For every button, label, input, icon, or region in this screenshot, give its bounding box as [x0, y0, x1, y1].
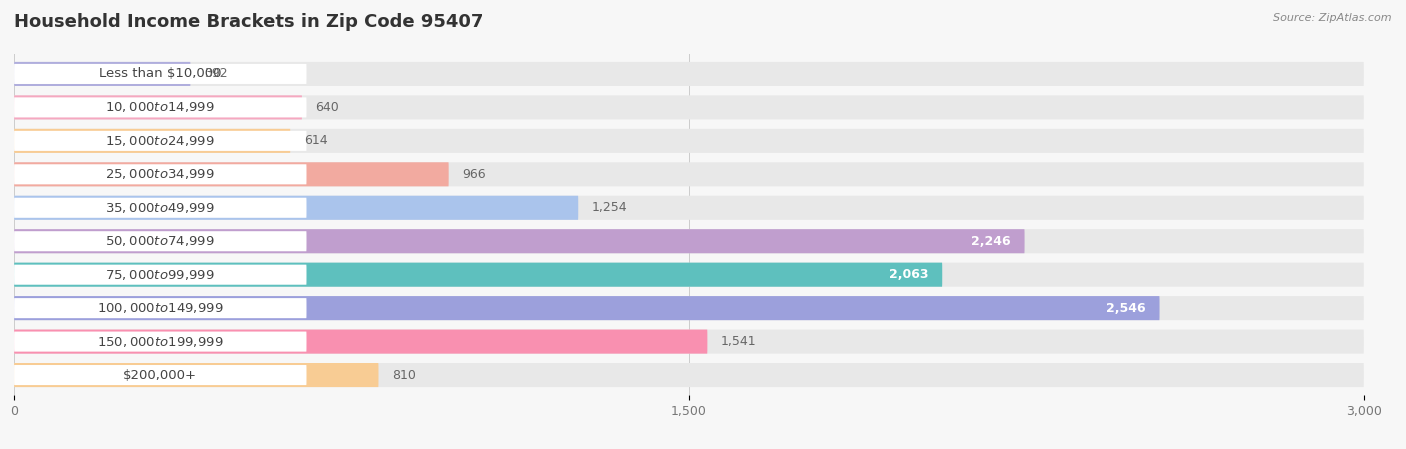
FancyBboxPatch shape — [14, 162, 449, 186]
FancyBboxPatch shape — [14, 331, 307, 352]
FancyBboxPatch shape — [14, 97, 307, 118]
Text: 1,541: 1,541 — [721, 335, 756, 348]
Text: $75,000 to $99,999: $75,000 to $99,999 — [105, 268, 215, 282]
Text: Source: ZipAtlas.com: Source: ZipAtlas.com — [1274, 13, 1392, 23]
FancyBboxPatch shape — [14, 95, 302, 119]
FancyBboxPatch shape — [14, 263, 942, 287]
FancyBboxPatch shape — [14, 330, 707, 354]
FancyBboxPatch shape — [14, 62, 190, 86]
FancyBboxPatch shape — [14, 129, 290, 153]
Text: 614: 614 — [304, 134, 328, 147]
FancyBboxPatch shape — [14, 162, 1364, 186]
FancyBboxPatch shape — [14, 198, 307, 218]
Text: 1,254: 1,254 — [592, 201, 627, 214]
FancyBboxPatch shape — [14, 95, 1364, 119]
FancyBboxPatch shape — [14, 296, 1364, 320]
Text: Household Income Brackets in Zip Code 95407: Household Income Brackets in Zip Code 95… — [14, 13, 484, 31]
FancyBboxPatch shape — [14, 263, 1364, 287]
Text: $200,000+: $200,000+ — [124, 369, 197, 382]
Text: $150,000 to $199,999: $150,000 to $199,999 — [97, 335, 224, 348]
FancyBboxPatch shape — [14, 363, 378, 387]
FancyBboxPatch shape — [14, 229, 1364, 253]
Text: 810: 810 — [392, 369, 416, 382]
Text: Less than $10,000: Less than $10,000 — [98, 67, 222, 80]
FancyBboxPatch shape — [14, 131, 307, 151]
Text: 966: 966 — [463, 168, 486, 181]
Text: $100,000 to $149,999: $100,000 to $149,999 — [97, 301, 224, 315]
Text: $25,000 to $34,999: $25,000 to $34,999 — [105, 167, 215, 181]
Text: $35,000 to $49,999: $35,000 to $49,999 — [105, 201, 215, 215]
FancyBboxPatch shape — [14, 363, 1364, 387]
Text: $15,000 to $24,999: $15,000 to $24,999 — [105, 134, 215, 148]
FancyBboxPatch shape — [14, 64, 307, 84]
Text: 2,546: 2,546 — [1107, 302, 1146, 315]
Text: $10,000 to $14,999: $10,000 to $14,999 — [105, 101, 215, 114]
FancyBboxPatch shape — [14, 129, 1364, 153]
FancyBboxPatch shape — [14, 62, 1364, 86]
FancyBboxPatch shape — [14, 365, 307, 385]
Text: 640: 640 — [315, 101, 339, 114]
FancyBboxPatch shape — [14, 229, 1025, 253]
Text: 2,063: 2,063 — [889, 268, 929, 281]
Text: 392: 392 — [204, 67, 228, 80]
FancyBboxPatch shape — [14, 296, 1160, 320]
FancyBboxPatch shape — [14, 196, 1364, 220]
FancyBboxPatch shape — [14, 330, 1364, 354]
Text: $50,000 to $74,999: $50,000 to $74,999 — [105, 234, 215, 248]
FancyBboxPatch shape — [14, 298, 307, 318]
FancyBboxPatch shape — [14, 231, 307, 251]
Text: 2,246: 2,246 — [972, 235, 1011, 248]
FancyBboxPatch shape — [14, 264, 307, 285]
FancyBboxPatch shape — [14, 164, 307, 185]
FancyBboxPatch shape — [14, 196, 578, 220]
